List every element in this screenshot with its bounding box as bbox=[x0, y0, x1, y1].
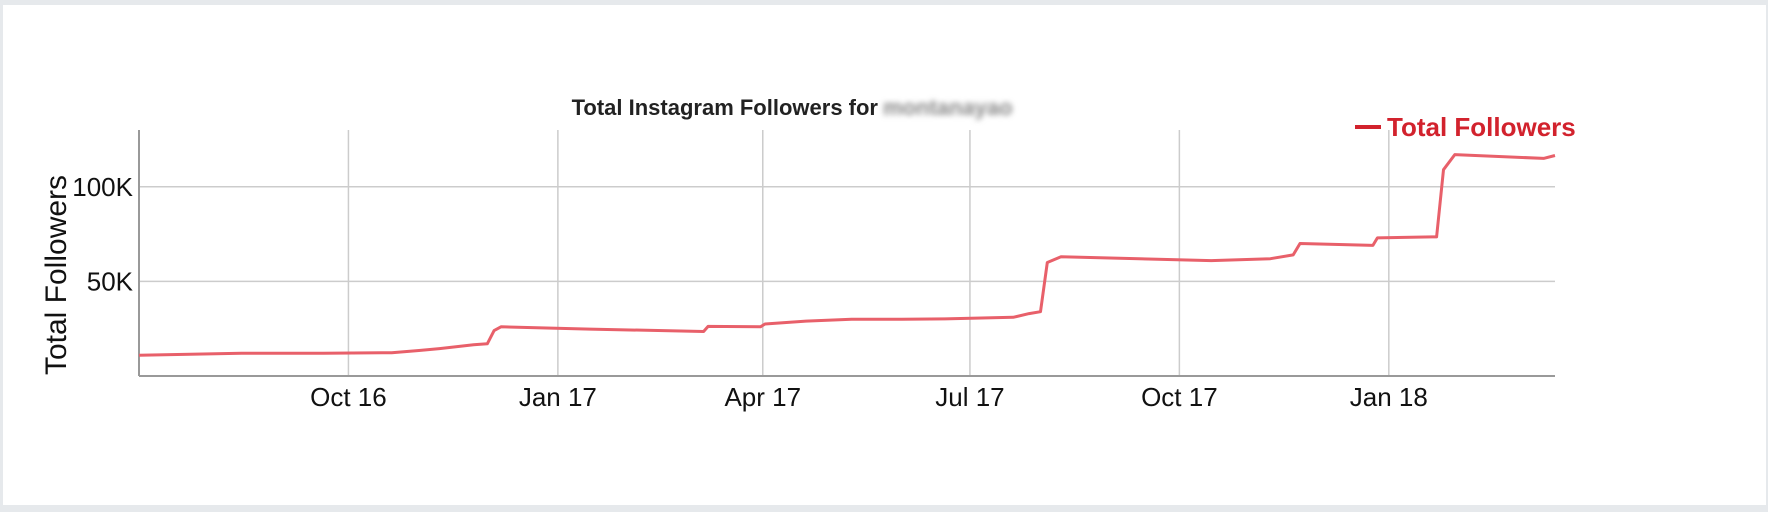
y-axis-label: Total Followers bbox=[40, 175, 73, 375]
x-tick-labels: Oct 16 Jan 17 Apr 17 Jul 17 Oct 17 Jan 18 bbox=[310, 382, 1428, 412]
chart-card: Total Instagram Followers for montanayao… bbox=[3, 5, 1766, 505]
legend[interactable]: Total Followers bbox=[1355, 112, 1576, 142]
y-tick-label: 50K bbox=[87, 266, 134, 296]
y-tick-labels: 50K 100K bbox=[72, 172, 133, 297]
chart-title: Total Instagram Followers for bbox=[572, 95, 879, 120]
x-tick-label: Jan 17 bbox=[519, 382, 597, 412]
followers-chart: Total Instagram Followers for montanayao… bbox=[40, 95, 1576, 412]
series-layer bbox=[138, 153, 1556, 357]
chart-title-redacted: montanayao bbox=[883, 95, 1013, 120]
legend-label: Total Followers bbox=[1387, 112, 1576, 142]
x-tick-label: Apr 17 bbox=[724, 382, 801, 412]
x-tick-label: Oct 16 bbox=[310, 382, 387, 412]
axes bbox=[138, 130, 1555, 377]
series-line-total-followers bbox=[138, 153, 1556, 357]
x-tick-label: Jul 17 bbox=[935, 382, 1004, 412]
y-tick-label: 100K bbox=[72, 172, 133, 202]
grid bbox=[139, 130, 1555, 376]
x-tick-label: Oct 17 bbox=[1141, 382, 1218, 412]
x-tick-label: Jan 18 bbox=[1350, 382, 1428, 412]
